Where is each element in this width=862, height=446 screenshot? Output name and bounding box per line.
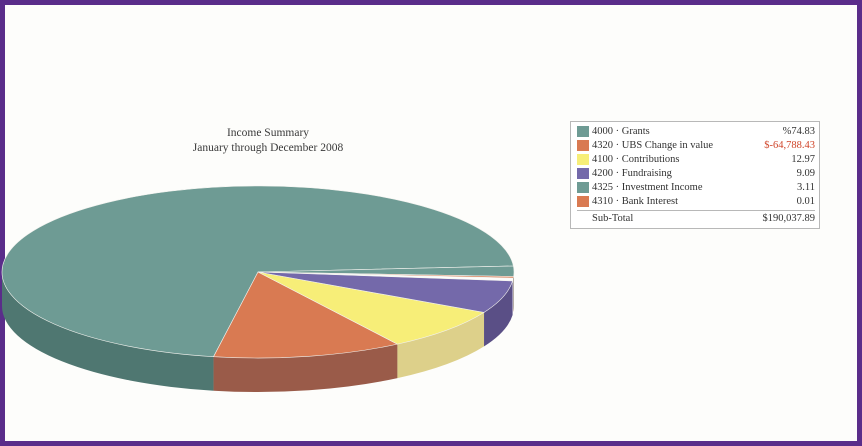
chart-subtitle: January through December 2008 [192, 142, 344, 154]
pie-slice-side [484, 280, 513, 347]
legend-label: 4325 · Investment Income [592, 181, 703, 193]
chart-title: Income Summary [226, 127, 310, 139]
legend-item: 4320 · UBS Change in value $-64,788.43 [577, 138, 815, 152]
pie-slice [257, 271, 514, 313]
pie-slice-side [2, 272, 214, 391]
legend-swatch [577, 195, 589, 207]
legend-value: 12.97 [791, 153, 815, 165]
legend-label: 4000 · Grants [592, 125, 650, 137]
legend-label: 4310 · Bank Interest [592, 195, 679, 207]
legend-subtotal-row: Sub-Total $190,037.89 [577, 210, 815, 226]
pie-slice [213, 271, 399, 359]
legend-item: 4310 · Bank Interest 0.01 [577, 194, 815, 208]
legend-subtotal-value: $190,037.89 [762, 213, 816, 224]
legend-value: 9.09 [796, 167, 815, 179]
pie-slice [1, 185, 514, 358]
legend-swatch [577, 139, 589, 151]
legend-swatch [577, 181, 589, 193]
pie-slice-side [397, 312, 485, 379]
legend: 4000 · Grants %74.83 4320 · UBS Change in … [570, 121, 820, 229]
legend-label: 4320 · UBS Change in value [592, 139, 714, 151]
legend-item: 4200 · Fundraising 9.09 [577, 166, 815, 180]
pie-slice [257, 271, 514, 279]
legend-subtotal-label: Sub-Total [592, 213, 634, 224]
legend-swatch [577, 125, 589, 137]
legend-swatch [577, 153, 589, 165]
legend-label: 4200 · Fundraising [592, 167, 672, 179]
legend-item: 4000 · Grants %74.83 [577, 124, 815, 138]
pie-slice [257, 271, 485, 345]
chart-title-block: Income Summary January through December … [150, 126, 386, 156]
legend-item: 4325 · Investment Income 3.11 [577, 180, 815, 194]
legend-value: 3.11 [797, 181, 815, 193]
legend-value: 0.01 [796, 195, 815, 207]
legend-label: 4100 · Contributions [592, 153, 680, 165]
pie-slice-side [213, 344, 398, 392]
legend-item: 4100 · Contributions 12.97 [577, 152, 815, 166]
legend-swatch [577, 167, 589, 179]
legend-value: $-64,788.43 [764, 139, 815, 151]
legend-value: %74.83 [782, 125, 815, 137]
